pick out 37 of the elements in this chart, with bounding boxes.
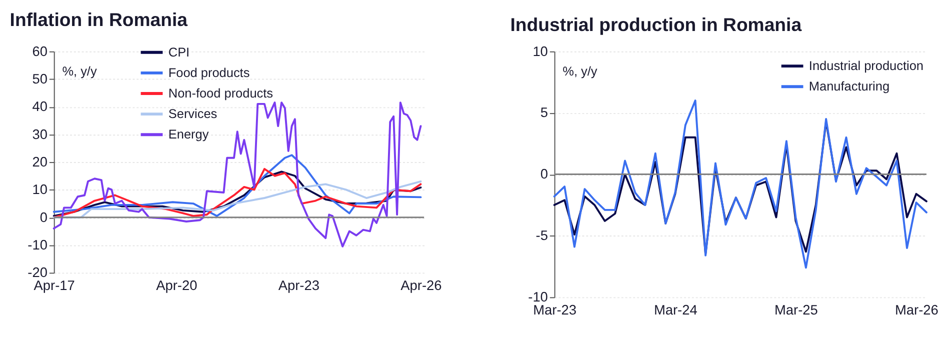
y-tick-label: 50 xyxy=(32,71,48,86)
y-tick-label: 10 xyxy=(32,182,48,198)
line-series xyxy=(52,154,422,217)
legend-label: Services xyxy=(168,106,218,121)
legend-label: CPI xyxy=(168,44,190,60)
legend-label: Food products xyxy=(168,64,250,80)
line-series xyxy=(52,102,422,248)
legend-label: Energy xyxy=(168,126,210,142)
chart-title: Inflation in Romania xyxy=(10,8,188,30)
y-tick-label: 10 xyxy=(532,44,548,59)
legend-label: Non-food products xyxy=(168,85,274,100)
line-series xyxy=(553,100,928,269)
chart-title: Industrial production in Romania xyxy=(510,14,802,35)
legend-label: Industrial production xyxy=(808,58,924,73)
y-tick-label: 20 xyxy=(32,154,48,170)
x-tick-label: Apr-23 xyxy=(278,278,320,293)
y-tick-label: 0 xyxy=(540,166,548,182)
x-tick-label: Mar-26 xyxy=(895,302,939,318)
y-tick-label: 60 xyxy=(32,44,48,59)
x-tick-label: Mar-25 xyxy=(774,302,818,318)
y-tick-label: -10 xyxy=(528,290,548,305)
y-tick-label: -5 xyxy=(536,228,548,244)
x-tick-label: Apr-26 xyxy=(400,278,442,293)
y-tick-label: 40 xyxy=(32,99,48,114)
line-series xyxy=(52,180,422,218)
y-tick-label: -10 xyxy=(28,237,48,252)
legend-label: Manufacturing xyxy=(808,78,890,94)
x-tick-label: Apr-17 xyxy=(34,278,75,293)
y-tick-label: 5 xyxy=(540,105,548,120)
y-tick-label: 30 xyxy=(32,126,48,142)
y-axis-title: %, y/y xyxy=(62,63,98,78)
x-tick-label: Mar-23 xyxy=(533,302,577,318)
y-tick-label: -20 xyxy=(28,265,48,280)
y-tick-label: 0 xyxy=(40,210,48,225)
x-tick-label: Apr-20 xyxy=(156,278,198,293)
y-axis-title: %, y/y xyxy=(562,63,598,78)
x-tick-label: Mar-24 xyxy=(654,302,698,318)
